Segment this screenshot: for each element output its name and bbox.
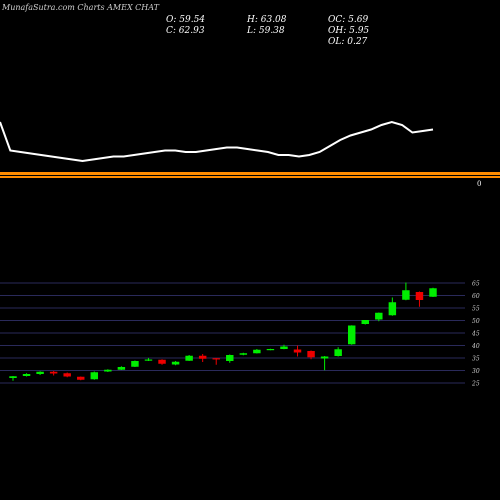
candle-body-up [388,302,397,316]
y-tick-label: 25 [471,381,480,388]
candle-body-up [131,361,139,367]
close-value: C: 62.93 [166,26,205,36]
y-tick-label: 60 [472,293,480,300]
low-value: L: 59.38 [247,26,285,36]
candle-body-up [320,356,329,359]
y-tick-label: 65 [472,281,480,288]
open-value: O: 59.54 [166,15,206,25]
candle-body-down [415,292,424,300]
candle-body-down [212,358,220,360]
candle-body-up [402,290,410,300]
separator-band-bottom [0,176,500,178]
candle-body-down [49,371,58,374]
separator-band-top [0,172,500,175]
candle-body-up [280,346,288,349]
y-tick-label: 50 [472,318,480,325]
candle-body-up [104,369,112,372]
y-tick-label: 30 [472,368,480,375]
candle-body-down [198,355,207,359]
candle-body-up [347,325,356,345]
y-tick-label: 45 [471,331,480,338]
candle-body-up [9,376,17,378]
y-tick-label: 40 [471,343,480,350]
candle-body-up [429,288,437,297]
oh-value: OH: 5.95 [328,26,370,36]
candle-body-down [63,373,71,377]
candle-body-down [307,351,315,358]
candle-body-up [361,320,369,324]
oc-value: OC: 5.69 [328,15,369,25]
candle-body-up [185,355,193,361]
candle-body-up [90,372,99,380]
candle-body-down [158,359,166,364]
candle-body-down [293,349,302,353]
y-tick-label: 55 [472,306,480,313]
candle-body-up [22,374,31,376]
candle-body-up [375,312,383,320]
candle-body-up [117,367,126,370]
candle-body-down [77,376,85,380]
chart-watermark: MunafaSutra.com Charts AMEX CHAT [2,3,159,12]
candle-body-up [171,361,180,365]
candle-body-up [334,349,342,356]
high-value: H: 63.08 [247,15,287,25]
ol-value: OL: 0.27 [328,37,368,47]
candle-body-up [144,359,153,361]
y-tick-label: 35 [472,356,480,363]
candle-body-up [226,355,234,361]
top-panel-label: 0 [477,180,481,188]
candle-body-up [36,371,44,374]
candle-body-up [239,353,248,355]
indicator-line [0,120,434,163]
candle-body-up [253,349,261,354]
candle-body-up [266,349,275,351]
